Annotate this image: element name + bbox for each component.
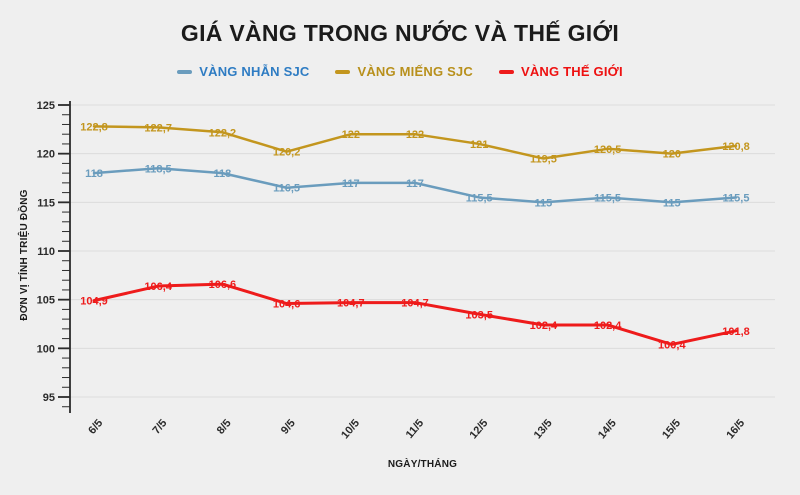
data-label: 100,4 (658, 339, 686, 351)
legend-dash-icon (335, 69, 351, 74)
x-axis-tick-label: 7/5 (150, 417, 169, 436)
y-axis-tick-label: 100 (37, 343, 55, 355)
data-label: 106,4 (144, 281, 172, 293)
x-axis-tick-label: 14/5 (596, 417, 619, 441)
x-axis-tick-label: 10/5 (339, 417, 362, 441)
y-axis-tick-label: 95 (43, 392, 55, 404)
data-label: 119,5 (530, 154, 557, 166)
x-axis-tick-label: 11/5 (404, 417, 427, 441)
data-label: 120,5 (594, 144, 622, 156)
data-label: 120,8 (722, 141, 750, 153)
data-label: 104,7 (401, 298, 429, 310)
data-label: 118 (214, 168, 232, 180)
y-axis-title: ĐƠN VỊ TÍNH TRIỆU ĐỒNG (17, 189, 30, 320)
data-label: 118,5 (145, 163, 172, 175)
data-label: 106,6 (209, 279, 237, 291)
data-label: 115,5 (466, 192, 493, 204)
chart-title: GIÁ VÀNG TRONG NƯỚC VÀ THẾ GIỚI (180, 20, 620, 46)
x-axis-tick-label: 9/5 (279, 417, 298, 436)
legend-label: VÀNG MIẾNG SJC (357, 64, 473, 79)
series-line-1 (92, 167, 738, 204)
data-label: 120 (663, 149, 681, 161)
data-label: 122 (406, 129, 424, 141)
x-axis-title: NGÀY/THÁNG (388, 457, 457, 470)
data-label: 116,5 (273, 183, 300, 195)
data-label: 118 (85, 168, 103, 180)
data-label: 121 (470, 139, 488, 151)
data-label: 102,4 (594, 320, 622, 332)
legend-item-3: VÀNG THẾ GIỚI (498, 64, 623, 79)
y-axis-tick-label: 105 (37, 295, 55, 307)
data-label: 102,4 (530, 320, 558, 332)
data-label: 115 (663, 197, 681, 209)
legend-item-2: VÀNG MIẾNG SJC (335, 64, 473, 79)
chart-legend: VÀNG NHẪN SJC VÀNG MIẾNG SJC VÀNG THẾ GIỚI (0, 64, 800, 79)
data-label: 103,5 (465, 309, 493, 321)
data-label: 115,5 (594, 192, 621, 204)
line-chart: 95 100 105 110 115 120 125 6/5 7/5 8/5 9/5 10/5 11/5… (17, 100, 775, 470)
data-label: 122 (342, 129, 360, 141)
data-label: 115,5 (723, 192, 750, 204)
legend-dash-icon (177, 69, 193, 74)
data-label: 122,8 (80, 121, 108, 133)
data-label: 101,8 (722, 326, 750, 338)
x-axis-tick-label: 6/5 (86, 417, 105, 436)
data-label: 117 (406, 178, 424, 190)
y-axis-tick-label: 125 (37, 100, 55, 112)
series-line-3 (92, 282, 738, 346)
x-axis-tick-label: 8/5 (215, 417, 234, 436)
data-label: 122,7 (144, 122, 172, 134)
x-axis-tick-label: 13/5 (532, 417, 555, 441)
data-label: 104,6 (273, 299, 301, 311)
x-axis-tick-label: 15/5 (660, 417, 683, 441)
x-axis-tick-label: 12/5 (468, 417, 491, 441)
data-label: 115 (535, 197, 553, 209)
y-axis-tick-label: 115 (37, 197, 55, 209)
data-label: 122,2 (209, 127, 237, 139)
data-label: 104,9 (80, 296, 108, 308)
y-axis-tick-label: 120 (37, 149, 55, 161)
y-axis-tick-label: 110 (37, 246, 55, 258)
legend-dash-icon (498, 69, 514, 74)
data-label: 104,7 (337, 298, 365, 310)
series-line-2 (92, 125, 738, 160)
data-label: 117 (342, 178, 360, 190)
data-label: 120,2 (273, 147, 301, 159)
x-axis-tick-label: 16/5 (724, 417, 747, 441)
legend-label: VÀNG THẾ GIỚI (520, 64, 623, 79)
legend-item-1: VÀNG NHẪN SJC (177, 64, 309, 79)
legend-label: VÀNG NHẪN SJC (199, 64, 310, 79)
